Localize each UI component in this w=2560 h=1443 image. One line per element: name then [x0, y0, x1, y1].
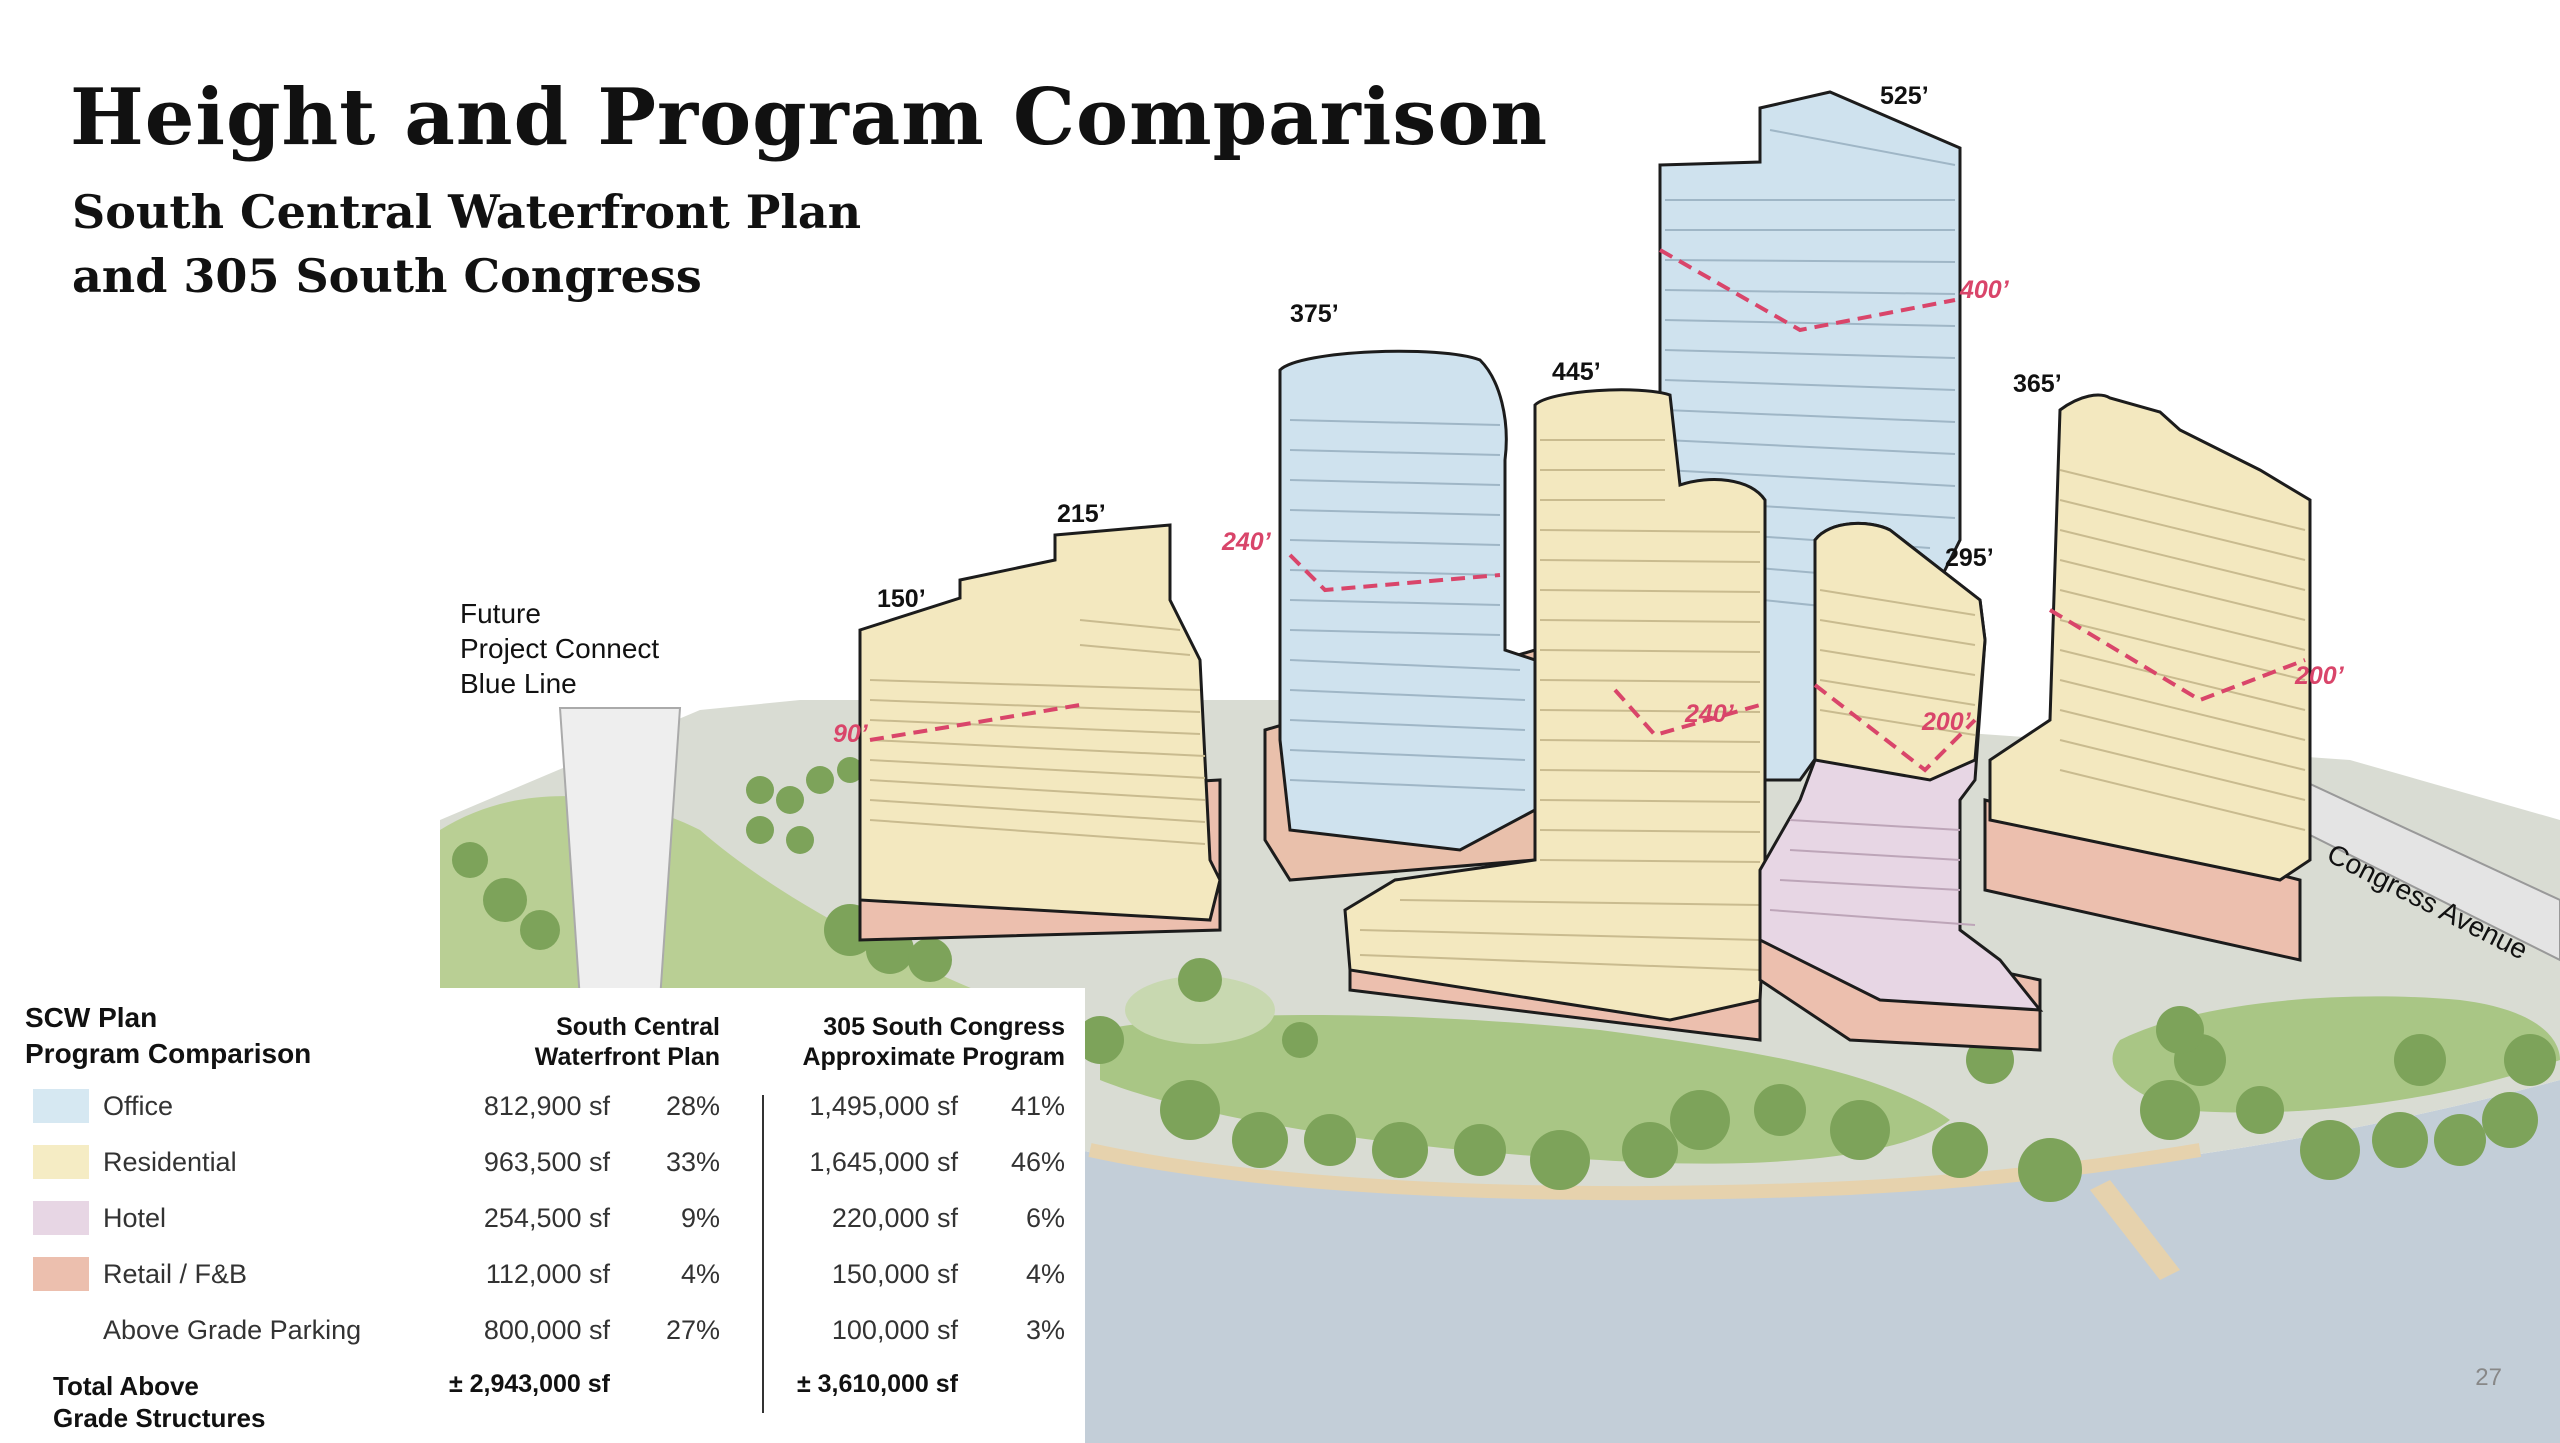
- height-label: 375’: [1290, 300, 1339, 328]
- table-row: Retail / F&B 112,000 sf 4% 150,000 sf 4%: [0, 1255, 1085, 1295]
- table-title: SCW Plan Program Comparison: [25, 1000, 311, 1072]
- height-label: 295’: [1945, 544, 1994, 572]
- category-label: Office: [103, 1091, 174, 1121]
- sc-sf: 150,000 sf: [831, 1259, 958, 1289]
- program-table-panel: [0, 988, 1085, 1443]
- slide-title: Height and Program Comparison: [70, 72, 1549, 163]
- sc-pct: 41%: [1010, 1091, 1065, 1121]
- trees: [452, 757, 2556, 1202]
- building-a: [858, 523, 1222, 942]
- scw-pct: 28%: [665, 1091, 720, 1121]
- transit-label-line: Future: [460, 598, 541, 629]
- plan-height-lines: [869, 248, 2306, 773]
- total-label: Total Above Grade Structures: [53, 1370, 265, 1434]
- pier: [2090, 1180, 2180, 1280]
- retail-swatch: [33, 1257, 89, 1291]
- subtitle-line: South Central Waterfront Plan: [72, 185, 862, 239]
- category-label: Retail / F&B: [103, 1259, 248, 1289]
- building-f: [1983, 393, 2312, 962]
- plan-height-label: 90’: [833, 720, 869, 748]
- residential-swatch: [33, 1145, 89, 1179]
- column-header-line: Waterfront Plan: [534, 1043, 720, 1071]
- total-305sc: ± 3,610,000 sf: [796, 1370, 958, 1398]
- scw-sf: 112,000 sf: [485, 1259, 610, 1289]
- table-title-line: Program Comparison: [25, 1038, 312, 1069]
- scw-pct: 4%: [680, 1259, 720, 1289]
- page-number: 27: [2475, 1364, 2502, 1391]
- sc-pct: 6%: [1025, 1203, 1065, 1233]
- column-header-line: 305 South Congress: [823, 1013, 1065, 1041]
- sc-sf: 1,495,000 sf: [809, 1091, 958, 1121]
- scw-sf: 812,900 sf: [483, 1091, 610, 1121]
- plan-height-label: 400’: [1959, 276, 2010, 304]
- transit-label-line: Project Connect: [460, 633, 660, 664]
- sc-sf: 1,645,000 sf: [809, 1147, 958, 1177]
- category-label: Hotel: [103, 1203, 167, 1233]
- building-c: [1343, 388, 1767, 1042]
- office-swatch: [33, 1089, 89, 1123]
- table-row: Office 812,900 sf 28% 1,495,000 sf 41%: [0, 1087, 1085, 1127]
- building-b: [1263, 349, 1537, 882]
- total-scw: ± 2,943,000 sf: [448, 1370, 610, 1398]
- plaza: [1125, 976, 1275, 1044]
- scw-pct: 33%: [665, 1147, 720, 1177]
- column-divider: [762, 1095, 764, 1413]
- scw-sf: 254,500 sf: [483, 1203, 610, 1233]
- sc-sf: 100,000 sf: [831, 1315, 958, 1345]
- transit-bridge: [558, 707, 682, 1001]
- height-label: 445’: [1552, 358, 1601, 386]
- category-label: Residential: [103, 1147, 237, 1177]
- park: [2112, 996, 2560, 1113]
- sc-sf: 220,000 sf: [831, 1203, 958, 1233]
- plan-height-label: 240’: [1684, 700, 1735, 728]
- sc-pct: 46%: [1010, 1147, 1065, 1177]
- height-label: 365’: [2013, 370, 2062, 398]
- table-title-line: SCW Plan: [25, 1002, 158, 1033]
- column-header-305sc: 305 South Congress Approximate Program: [760, 1012, 1065, 1072]
- scw-pct: 9%: [680, 1203, 720, 1233]
- transit-label-line: Blue Line: [460, 668, 577, 699]
- hotel-swatch: [33, 1201, 89, 1235]
- subtitle-line: and 305 South Congress: [72, 249, 702, 303]
- plan-height-label: 200’: [1921, 708, 1972, 736]
- scw-pct: 27%: [665, 1315, 720, 1345]
- scw-sf: 963,500 sf: [483, 1147, 610, 1177]
- height-label: 215’: [1057, 500, 1106, 528]
- table-row: Residential 963,500 sf 33% 1,645,000 sf …: [0, 1143, 1085, 1183]
- sc-pct: 4%: [1025, 1259, 1065, 1289]
- column-header-scw: South Central Waterfront Plan: [480, 1012, 720, 1072]
- plan-height-label: 240’: [1221, 528, 1272, 556]
- column-header-line: South Central: [556, 1013, 720, 1041]
- table-row: Above Grade Parking 800,000 sf 27% 100,0…: [0, 1311, 1085, 1351]
- plan-height-label: 200’: [2294, 662, 2345, 690]
- total-label-line: Total Above: [53, 1371, 199, 1401]
- scw-sf: 800,000 sf: [483, 1315, 610, 1345]
- table-row: Hotel 254,500 sf 9% 220,000 sf 6%: [0, 1199, 1085, 1239]
- total-label-line: Grade Structures: [53, 1403, 266, 1433]
- slide-subtitle: South Central Waterfront Plan and 305 So…: [72, 180, 861, 308]
- sc-pct: 3%: [1025, 1315, 1065, 1345]
- category-label: Above Grade Parking: [103, 1315, 362, 1345]
- height-label: 525’: [1880, 82, 1929, 110]
- height-label: 150’: [877, 585, 926, 613]
- transit-label: Future Project Connect Blue Line: [460, 596, 659, 701]
- column-header-line: Approximate Program: [802, 1043, 1065, 1071]
